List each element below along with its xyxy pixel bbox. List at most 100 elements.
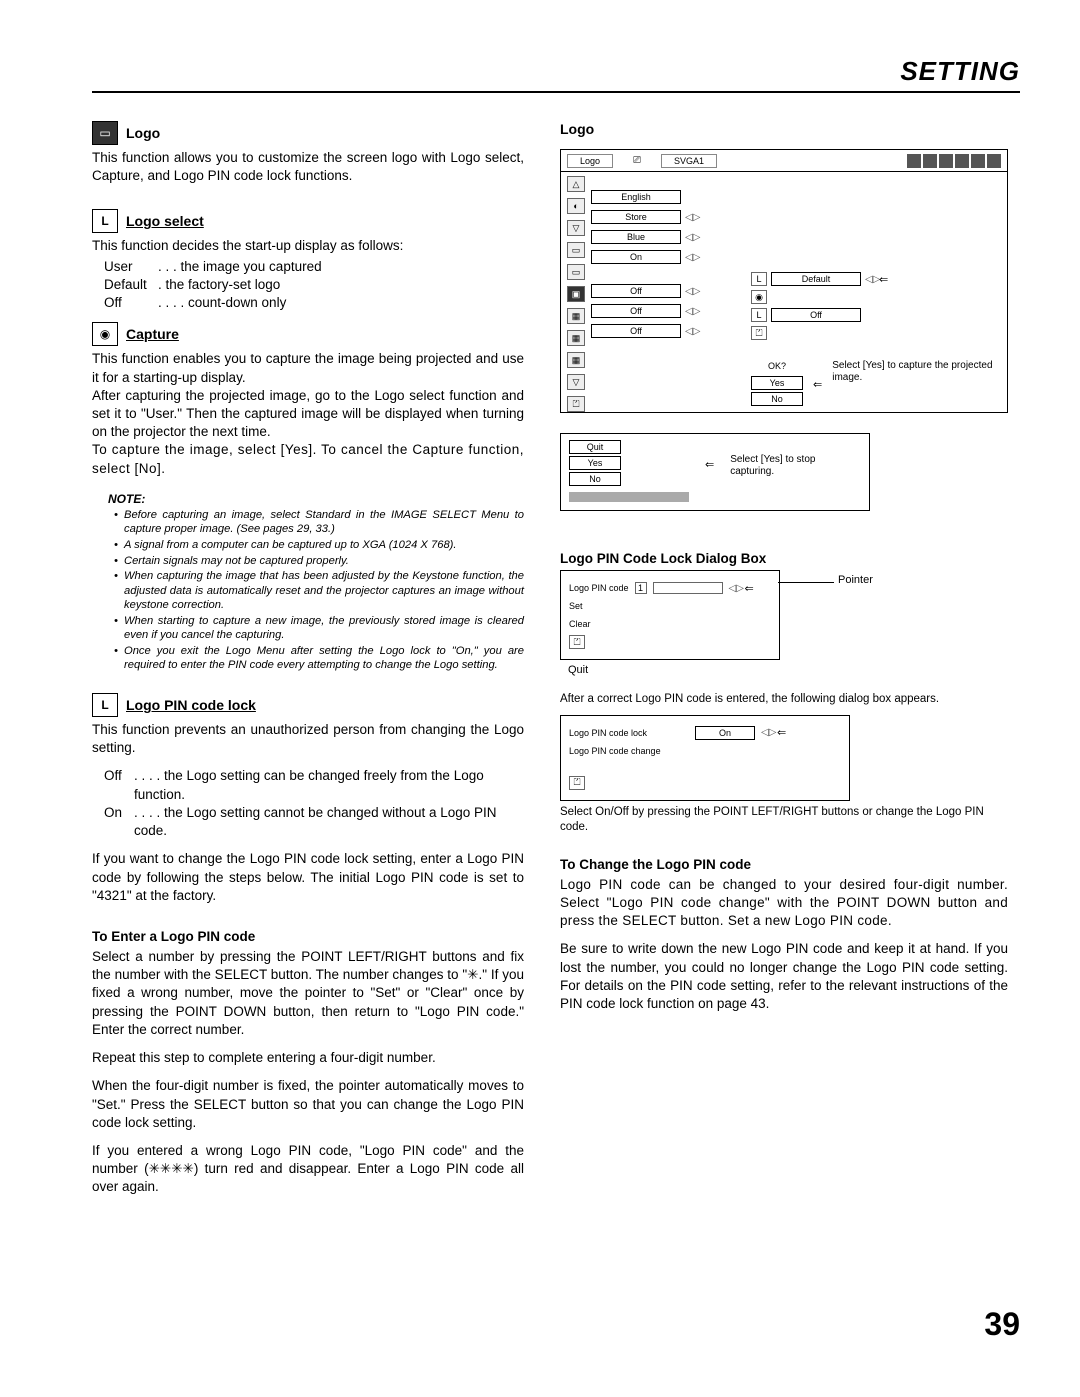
menu-top-icon: ⎚ (633, 155, 641, 166)
pin-box2: Logo PIN code lockOn ◁▷ ⇐ Logo PIN code … (560, 715, 850, 801)
pb2-on: On (695, 726, 755, 740)
logo-select-icon: L (92, 209, 118, 233)
capture-icon: ◉ (92, 322, 118, 346)
opt-off1: Off (591, 284, 681, 298)
page-number: 39 (984, 1306, 1020, 1343)
logo-select-intro: This function decides the start-up displ… (92, 237, 524, 255)
logo-heading: ▭ Logo (92, 121, 524, 145)
pin-quit-label: Quit (568, 664, 1008, 676)
page-header: SETTING (92, 56, 1020, 93)
side-off: Off (771, 308, 861, 322)
quit-note: Select [Yes] to stop capturing. (730, 454, 861, 502)
logo-select-heading: L Logo select (92, 209, 524, 233)
quit-q: Quit (569, 440, 621, 454)
pin-r1: Logo PIN code (569, 583, 629, 593)
logo-select-list: User. . . the image you captured Default… (92, 258, 524, 313)
pin-set: Set (569, 601, 583, 611)
menu-top-svga: SVGA1 (661, 154, 717, 168)
ok-block: OK? Yes No ⇐ Select [Yes] to capture the… (751, 360, 1007, 406)
pl-off-v: . . . . the Logo setting can be changed … (134, 767, 524, 803)
menu-mid: English Store◁▷ Blue◁▷ On◁▷ Off◁▷ Off◁▷ … (591, 172, 751, 412)
note-3: When capturing the image that has been a… (114, 569, 524, 613)
pointer-label: Pointer (838, 574, 873, 586)
logo-icon: ▭ (92, 121, 118, 145)
quit-figure: Quit Yes No ⇐ Select [Yes] to stop captu… (560, 433, 870, 511)
opt-off2: Off (591, 304, 681, 318)
side-default: Default (771, 272, 861, 286)
left-column: ▭ Logo This function allows you to custo… (92, 121, 524, 1207)
enter-p3: When the four-digit number is fixed, the… (92, 1077, 524, 1132)
pinlock-icon: L (92, 693, 118, 717)
change-title: To Change the Logo PIN code (560, 857, 1008, 872)
menu-side: LDefault◁▷⇐ ◉ LOff ⏍ OK? Yes No ⇐ Select… (751, 172, 1007, 412)
ls-user-k: User (104, 258, 158, 276)
capture-p1: This function enables you to capture the… (92, 350, 524, 386)
pb2-note: Select On/Off by pressing the POINT LEFT… (560, 805, 1008, 835)
pl-on-k: On (104, 804, 134, 840)
note-0: Before capturing an image, select Standa… (114, 508, 524, 537)
capture-title: Capture (126, 326, 179, 342)
logo-text: This function allows you to customize th… (92, 149, 524, 185)
logo-title: Logo (126, 125, 160, 141)
opt-store: Store (591, 210, 681, 224)
menu-top-logo: Logo (567, 154, 613, 168)
logo-select-title: Logo select (126, 213, 204, 229)
pinlock-p1: This function prevents an unauthorized p… (92, 721, 524, 757)
pinlock-p2: If you want to change the Logo PIN code … (92, 850, 524, 905)
pin-dialog-wrap: Logo PIN code 1 ◁▷ ⇐ Set Clear ⏍ Pointer (560, 570, 1008, 660)
pin-clear: Clear (569, 619, 591, 629)
quit-yes: Yes (569, 456, 621, 470)
enter-p4: If you entered a wrong Logo PIN code, "L… (92, 1142, 524, 1197)
ok-q: OK? (751, 360, 803, 374)
ok-yes: Yes (751, 376, 803, 390)
page: SETTING ▭ Logo This function allows you … (0, 0, 1080, 1247)
menu-figure: Logo ⎚ SVGA1 △◐▽ ▭▭▣ ▦▦▦ ▽⏍ (560, 149, 1008, 413)
note-1: A signal from a computer can be captured… (114, 538, 524, 553)
toolbar-icons (907, 154, 1001, 168)
note-5: Once you exit the Logo Menu after settin… (114, 644, 524, 673)
ok-no: No (751, 392, 803, 406)
note-2: Certain signals may not be captured prop… (114, 554, 524, 569)
header-title: SETTING (92, 56, 1020, 87)
fig-logo-title: Logo (560, 121, 1008, 137)
pl-on-v: . . . . the Logo setting cannot be chang… (134, 804, 524, 840)
pin-note: After a correct Logo PIN code is entered… (560, 692, 1008, 707)
ls-off-v: . . . . count-down only (158, 294, 286, 312)
right-column: Logo Logo ⎚ SVGA1 △◐▽ ▭▭▣ ▦▦▦ (560, 121, 1008, 1207)
pin-dialog-title: Logo PIN Code Lock Dialog Box (560, 551, 1008, 566)
pb2-r1: Logo PIN code lock (569, 728, 689, 738)
opt-blue: Blue (591, 230, 681, 244)
pl-off-k: Off (104, 767, 134, 803)
menu-top: Logo ⎚ SVGA1 (561, 150, 1007, 172)
menu-body: △◐▽ ▭▭▣ ▦▦▦ ▽⏍ English Store◁▷ Blue◁▷ On… (561, 172, 1007, 412)
pinlock-title: Logo PIN code lock (126, 697, 256, 713)
note-title: NOTE: (108, 492, 524, 506)
enter-p1: Select a number by pressing the POINT LE… (92, 948, 524, 1039)
quit-no: No (569, 472, 621, 486)
capture-p3: To capture the image, select [Yes]. To c… (92, 441, 524, 477)
progress-bar (569, 492, 689, 502)
ls-default-v: . the factory-set logo (158, 276, 280, 294)
pinlock-heading: L Logo PIN code lock (92, 693, 524, 717)
opt-english: English (591, 190, 681, 204)
ls-user-v: . . . the image you captured (158, 258, 322, 276)
change-p1: Logo PIN code can be changed to your des… (560, 876, 1008, 931)
note-block: NOTE: Before capturing an image, select … (92, 492, 524, 673)
capture-heading: ◉ Capture (92, 322, 524, 346)
columns: ▭ Logo This function allows you to custo… (92, 121, 1020, 1207)
opt-on: On (591, 250, 681, 264)
ls-off-k: Off (104, 294, 158, 312)
change-p2: Be sure to write down the new Logo PIN c… (560, 940, 1008, 1013)
menu-left-icons: △◐▽ ▭▭▣ ▦▦▦ ▽⏍ (561, 172, 591, 412)
pinlock-list: Off . . . . the Logo setting can be chan… (92, 767, 524, 840)
ls-default-k: Default (104, 276, 158, 294)
enter-title: To Enter a Logo PIN code (92, 929, 524, 944)
pin-dialog-box: Logo PIN code 1 ◁▷ ⇐ Set Clear ⏍ (560, 570, 780, 660)
note-4: When starting to capture a new image, th… (114, 614, 524, 643)
pb2-r2: Logo PIN code change (569, 746, 661, 756)
opt-off3: Off (591, 324, 681, 338)
ok-note: Select [Yes] to capture the projected im… (832, 360, 1007, 384)
pin-val: 1 (635, 582, 647, 594)
capture-p2: After capturing the projected image, go … (92, 387, 524, 442)
enter-p2: Repeat this step to complete entering a … (92, 1049, 524, 1067)
